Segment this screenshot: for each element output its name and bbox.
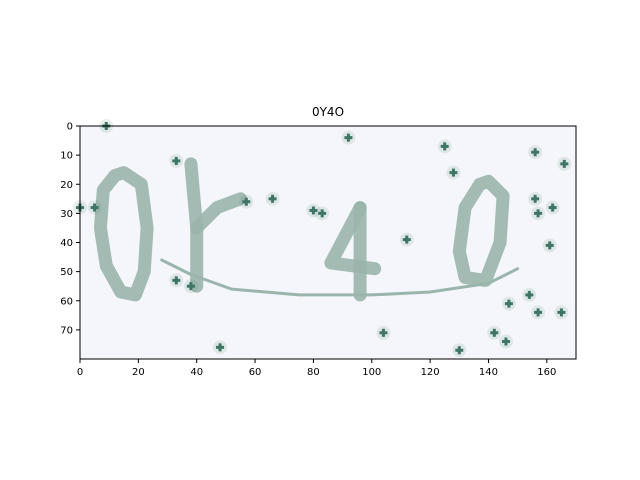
noise-dot bbox=[446, 165, 461, 180]
x-tick-label: 140 bbox=[479, 367, 498, 378]
noise-dot bbox=[452, 343, 467, 358]
noise-dot bbox=[554, 305, 569, 320]
noise-dot bbox=[306, 203, 321, 218]
noise-dot bbox=[376, 325, 391, 340]
noise-dot bbox=[545, 200, 560, 215]
noise-dot bbox=[498, 334, 513, 349]
x-tick-label: 60 bbox=[249, 367, 262, 378]
y-tick-label: 70 bbox=[60, 325, 73, 336]
y-tick-label: 0 bbox=[67, 122, 73, 133]
noise-dot-layer bbox=[73, 119, 572, 358]
noise-dot bbox=[239, 194, 254, 209]
noise-dot bbox=[528, 145, 543, 160]
x-tick-label: 100 bbox=[362, 367, 381, 378]
noise-dot bbox=[542, 238, 557, 253]
noise-dot bbox=[522, 287, 537, 302]
noise-dot bbox=[531, 305, 546, 320]
x-tick-label: 160 bbox=[537, 367, 556, 378]
noise-dot bbox=[169, 273, 184, 288]
noise-dot bbox=[183, 279, 198, 294]
noise-dot bbox=[487, 325, 502, 340]
x-axis: 0 20 40 60 80 100 120 140 160 bbox=[77, 359, 556, 378]
y-tick-label: 10 bbox=[60, 151, 73, 162]
x-tick-label: 40 bbox=[190, 367, 203, 378]
captcha-glyph-stroke bbox=[190, 192, 247, 235]
y-tick-label: 60 bbox=[60, 296, 73, 307]
y-tick-label: 40 bbox=[60, 238, 73, 249]
noise-dot bbox=[501, 296, 516, 311]
noise-dot bbox=[531, 206, 546, 221]
y-axis: 0 10 20 30 40 50 60 70 bbox=[60, 122, 80, 336]
x-tick-label: 0 bbox=[77, 367, 83, 378]
noise-dot bbox=[557, 156, 572, 171]
noise-dot bbox=[341, 130, 356, 145]
noise-dot bbox=[213, 340, 228, 355]
x-tick-label: 80 bbox=[307, 367, 320, 378]
chart-title: 0Y4O bbox=[312, 105, 344, 119]
y-tick-label: 50 bbox=[60, 267, 73, 278]
x-tick-label: 20 bbox=[132, 367, 145, 378]
captcha-glyph-stroke bbox=[452, 174, 510, 287]
noise-dot bbox=[528, 191, 543, 206]
noise-dot bbox=[265, 191, 280, 206]
captcha-glyph-stroke bbox=[93, 166, 154, 302]
x-tick-label: 120 bbox=[421, 367, 440, 378]
captcha-glyph-layer bbox=[93, 157, 520, 302]
y-tick-label: 30 bbox=[60, 209, 73, 220]
noise-dot bbox=[315, 206, 330, 221]
y-tick-label: 20 bbox=[60, 180, 73, 191]
noise-dot bbox=[399, 232, 414, 247]
noise-dot bbox=[87, 200, 102, 215]
noise-dot bbox=[437, 139, 452, 154]
captcha-strike-line bbox=[160, 258, 520, 297]
noise-dot bbox=[169, 153, 184, 168]
